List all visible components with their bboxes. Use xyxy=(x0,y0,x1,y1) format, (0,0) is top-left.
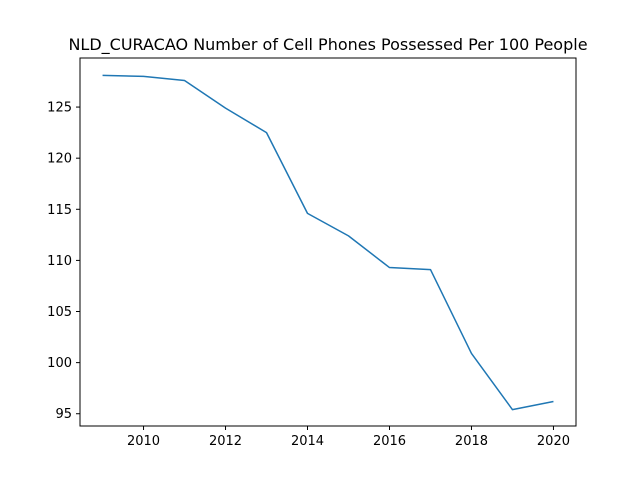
series-line-0 xyxy=(102,74,554,411)
x-tick-label: 2020 xyxy=(537,434,570,449)
y-axis: 95 100 105 110 115 120 125 xyxy=(47,101,80,422)
x-tick-label: 2012 xyxy=(209,434,242,449)
y-tick-label: 105 xyxy=(47,305,72,320)
x-tick-label: 2010 xyxy=(127,434,160,449)
y-tick-label: 110 xyxy=(47,254,72,269)
x-axis: 2010 2012 2014 2016 2018 2020 xyxy=(127,426,570,449)
chart-title: NLD_CURACAO Number of Cell Phones Posses… xyxy=(68,35,587,55)
plot-area xyxy=(80,58,576,426)
series-layer xyxy=(102,74,554,411)
y-tick-label: 95 xyxy=(55,407,72,422)
plot-frame xyxy=(79,57,577,427)
x-tick-label: 2016 xyxy=(373,434,406,449)
y-tick-label: 115 xyxy=(47,203,72,218)
y-tick-label: 100 xyxy=(47,356,72,371)
plot-background xyxy=(80,58,576,426)
x-tick-label: 2014 xyxy=(291,434,324,449)
y-tick-label: 120 xyxy=(47,152,72,167)
x-tick-label: 2018 xyxy=(455,434,488,449)
y-tick-label: 125 xyxy=(47,101,72,116)
